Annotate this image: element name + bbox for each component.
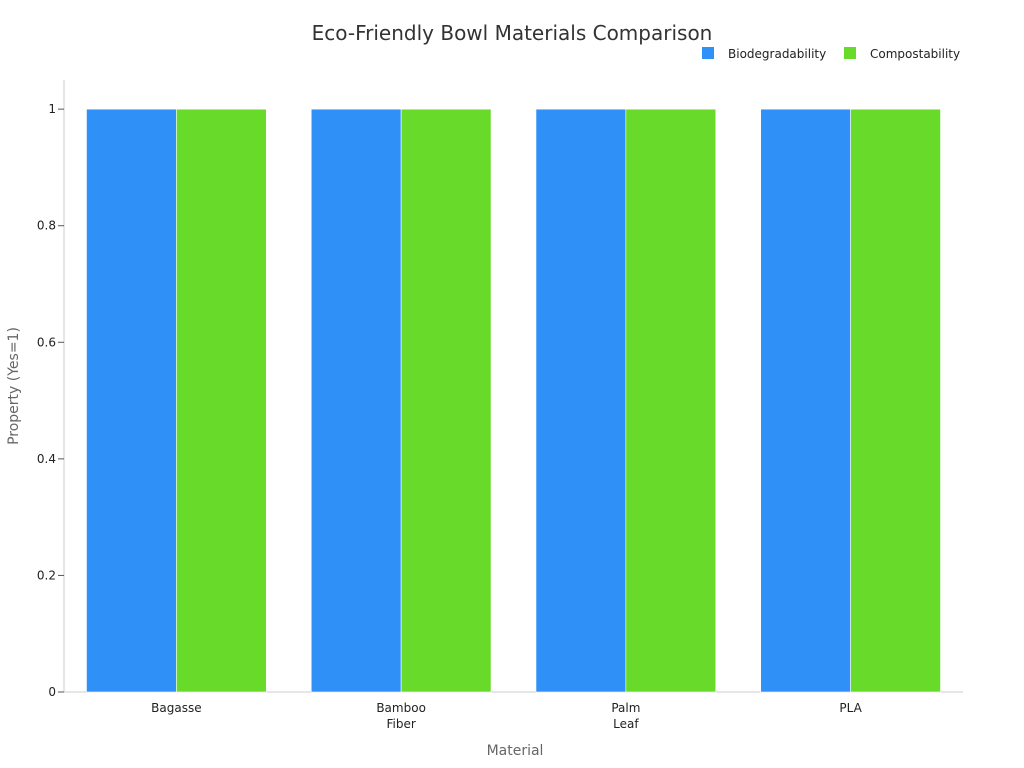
bar-biodegradability-pla: [760, 108, 851, 693]
x-tick-label: PLA: [839, 701, 862, 715]
chart-title: Eco-Friendly Bowl Materials Comparison: [312, 21, 713, 45]
bar-compostability-pla: [850, 108, 941, 693]
y-axis-title: Property (Yes=1): [6, 327, 22, 445]
legend-label-compostability: Compostability: [870, 47, 960, 61]
y-tick-label: 1: [48, 102, 56, 116]
bar-biodegradability-bamboo-fiber: [310, 108, 402, 693]
x-tick-label: Palm Leaf: [611, 701, 640, 731]
bar-compostability-palm-leaf: [625, 108, 717, 693]
y-tick-label: 0.6: [37, 335, 56, 349]
legend-label-biodegradability: Biodegradability: [728, 47, 826, 61]
x-axis-title: Material: [487, 743, 544, 759]
legend-swatch-compostability: [844, 47, 856, 59]
y-axis-ticks: 0 0.2 0.4 0.6 0.8 1: [37, 102, 64, 699]
legend-swatch-biodegradability: [702, 47, 714, 59]
x-tick-label: Bamboo Fiber: [376, 701, 426, 731]
bar-biodegradability-bagasse: [86, 108, 177, 693]
y-tick-label: 0.2: [37, 568, 56, 582]
bar-biodegradability-palm-leaf: [535, 108, 627, 693]
y-tick-label: 0.8: [37, 219, 56, 233]
legend: Biodegradability Compostability: [702, 47, 960, 61]
x-axis-ticks: Bagasse Bamboo Fiber Palm Leaf PLA: [151, 701, 862, 731]
y-tick-label: 0: [48, 685, 56, 699]
y-tick-label: 0.4: [37, 452, 56, 466]
bar-compostability-bagasse: [176, 108, 267, 693]
bars: [86, 108, 941, 693]
x-tick-label: Bagasse: [151, 701, 201, 715]
bar-compostability-bamboo-fiber: [400, 108, 492, 693]
